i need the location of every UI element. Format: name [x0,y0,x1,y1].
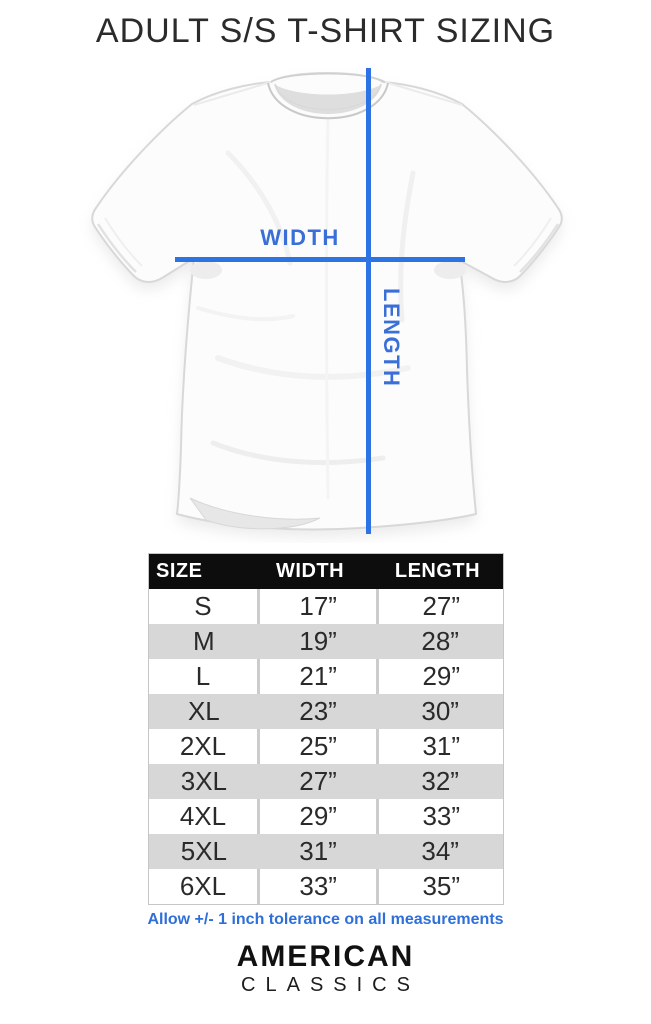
tshirt-measurement-diagram: WIDTH LENGTH [0,54,651,554]
cell-length: 33” [379,799,503,834]
size-table: SIZE WIDTH LENGTH S 17” 27” M 19” 28” L … [148,553,504,905]
cell-length: 34” [421,836,459,866]
cell-size: S [149,589,257,624]
width-measure-line [175,257,465,262]
cell-width: 27” [299,766,337,796]
cell-size: 4XL [149,799,257,834]
table-row: 6XL 33” 35” [149,869,503,904]
table-row: 4XL 29” 33” [149,799,503,834]
cell-width: 21” [259,659,377,694]
cell-size: 2XL [149,729,257,764]
header-length: LENGTH [394,560,481,582]
cell-width: 23” [299,696,337,726]
cell-size: 3XL [180,766,227,796]
brand-subtitle: CLASSICS [241,974,420,996]
tolerance-note: Allow +/- 1 inch tolerance on all measur… [147,911,504,928]
cell-length: 29” [379,659,503,694]
brand-logo: AMERICAN CLASSICS [0,940,651,997]
table-row: M 19” 28” [149,624,503,659]
cell-width: 19” [299,626,337,656]
header-size: SIZE [156,560,203,582]
cell-length: 30” [421,696,459,726]
page-title: ADULT S/S T-SHIRT SIZING [95,12,556,50]
header-width: WIDTH [276,560,345,582]
cell-length: 32” [421,766,459,796]
table-header-row: SIZE WIDTH LENGTH [149,554,503,589]
cell-size: 5XL [180,836,227,866]
cell-size: L [149,659,257,694]
table-row: XL 23” 30” [149,694,503,729]
cell-length: 27” [379,589,503,624]
length-label: LENGTH [379,288,404,388]
cell-size: 6XL [149,869,257,904]
table-row: 2XL 25” 31” [149,729,503,764]
table-row: S 17” 27” [149,589,503,624]
cell-length: 28” [421,626,459,656]
table-row: L 21” 29” [149,659,503,694]
length-measure-line [366,68,371,534]
table-row: 3XL 27” 32” [149,764,503,799]
tshirt-image [91,72,563,538]
cell-width: 33” [259,869,377,904]
cell-length: 31” [379,729,503,764]
size-table-body: S 17” 27” M 19” 28” L 21” 29” XL 23” 30”… [149,589,503,904]
cell-length: 35” [379,869,503,904]
cell-size: M [193,626,215,656]
cell-width: 29” [259,799,377,834]
cell-size: XL [187,696,220,726]
cell-width: 31” [299,836,337,866]
brand-name: AMERICAN [236,940,415,973]
cell-width: 25” [259,729,377,764]
cell-width: 17” [259,589,377,624]
width-label: WIDTH [260,225,340,250]
table-row: 5XL 31” 34” [149,834,503,869]
